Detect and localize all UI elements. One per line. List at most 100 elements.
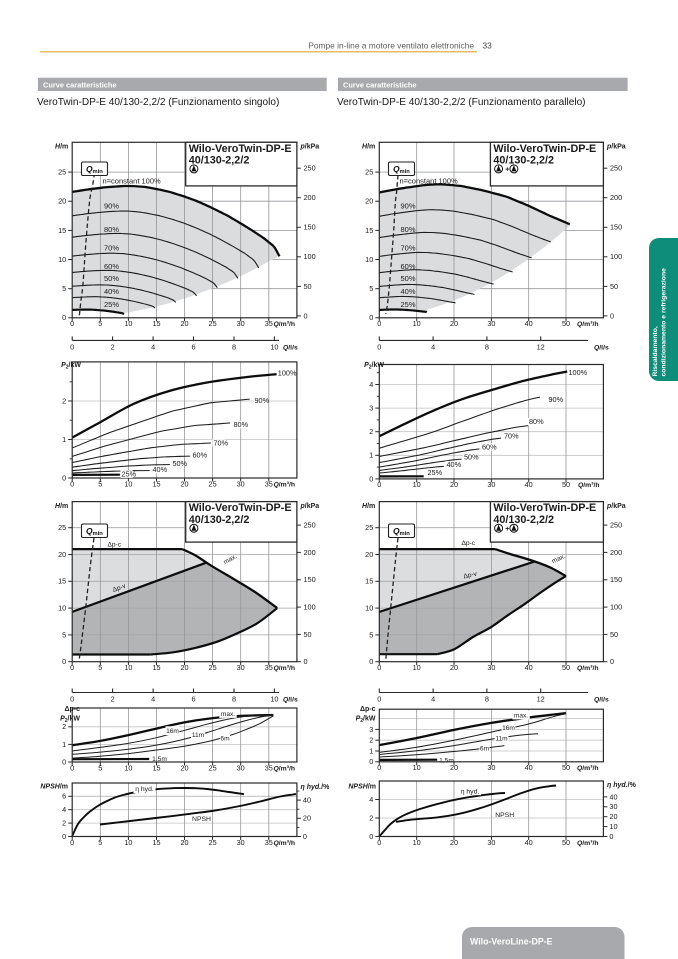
svg-text:50: 50: [562, 663, 570, 672]
svg-text:10: 10: [413, 838, 421, 847]
svg-text:8: 8: [232, 342, 236, 351]
svg-text:Δp-v: Δp-v: [463, 570, 478, 580]
svg-text:Q/m³/h: Q/m³/h: [274, 481, 296, 488]
svg-text:Q/m³/h: Q/m³/h: [274, 321, 296, 328]
svg-text:40: 40: [525, 838, 533, 847]
svg-text:12: 12: [537, 694, 545, 703]
svg-text:80%: 80%: [529, 417, 544, 426]
svg-text:Wilo-VeroTwin-DP-E: Wilo-VeroTwin-DP-E: [493, 143, 596, 155]
svg-text:30: 30: [237, 763, 245, 772]
svg-text:100: 100: [304, 603, 316, 612]
svg-text:30: 30: [237, 319, 245, 328]
svg-text:50: 50: [562, 838, 570, 847]
svg-text:15: 15: [152, 763, 160, 772]
svg-text:30: 30: [487, 319, 495, 328]
svg-text:4: 4: [431, 694, 435, 703]
svg-text:100: 100: [610, 603, 622, 612]
svg-text:5: 5: [98, 479, 102, 488]
svg-text:80%: 80%: [401, 225, 416, 234]
svg-text:15: 15: [152, 479, 160, 488]
svg-text:0: 0: [377, 763, 381, 772]
svg-text:80%: 80%: [104, 225, 119, 234]
svg-text:5: 5: [98, 319, 102, 328]
svg-text:10: 10: [124, 319, 132, 328]
svg-text:20: 20: [450, 763, 458, 772]
svg-text:8: 8: [485, 342, 489, 351]
svg-text:3: 3: [369, 725, 373, 734]
svg-text:0: 0: [303, 832, 307, 841]
svg-text:min: min: [400, 531, 411, 537]
svg-text:50: 50: [562, 319, 570, 328]
svg-text:Curve caratteristiche: Curve caratteristiche: [343, 80, 417, 89]
svg-text:η hyd./%: η hyd./%: [607, 782, 637, 789]
svg-text:60%: 60%: [193, 450, 208, 459]
svg-text:100%: 100%: [569, 368, 588, 377]
svg-text:0: 0: [70, 838, 74, 847]
svg-text:H/m: H/m: [362, 503, 375, 510]
svg-text:10: 10: [58, 255, 66, 264]
svg-text:Riscaldamento,: Riscaldamento,: [652, 326, 659, 376]
svg-text:70%: 70%: [401, 243, 416, 252]
svg-text:1: 1: [62, 740, 66, 749]
svg-text:25: 25: [209, 838, 217, 847]
svg-text:60%: 60%: [401, 262, 416, 271]
svg-text:16m: 16m: [166, 728, 179, 735]
svg-text:0: 0: [304, 657, 308, 666]
svg-text:40%: 40%: [401, 287, 416, 296]
svg-text:35: 35: [265, 479, 273, 488]
svg-text:25: 25: [58, 168, 66, 177]
svg-text:20: 20: [180, 319, 188, 328]
svg-text:1: 1: [369, 746, 373, 755]
svg-text:30: 30: [237, 838, 245, 847]
svg-text:0: 0: [70, 663, 74, 672]
svg-text:30: 30: [487, 763, 495, 772]
svg-text:150: 150: [610, 575, 622, 584]
svg-text:6m: 6m: [480, 745, 490, 752]
svg-text:0: 0: [304, 311, 308, 320]
svg-text:25: 25: [209, 763, 217, 772]
svg-text:0: 0: [62, 313, 66, 322]
svg-text:max.: max.: [221, 711, 235, 718]
svg-text:20: 20: [450, 663, 458, 672]
svg-text:0: 0: [610, 311, 614, 320]
svg-text:NPSH: NPSH: [192, 816, 211, 823]
svg-text:25: 25: [209, 319, 217, 328]
svg-text:Δp-v: Δp-v: [112, 582, 128, 593]
svg-text:12: 12: [537, 342, 545, 351]
svg-text:50: 50: [562, 763, 570, 772]
svg-text:p/kPa: p/kPa: [606, 503, 626, 510]
svg-text:10: 10: [413, 663, 421, 672]
svg-text:NPSH/m: NPSH/m: [40, 784, 68, 791]
svg-text:50: 50: [304, 282, 312, 291]
svg-text:2: 2: [62, 819, 66, 828]
svg-text:Q/m³/h: Q/m³/h: [577, 765, 599, 772]
svg-text:250: 250: [304, 164, 316, 173]
svg-text:250: 250: [304, 521, 316, 530]
svg-text:condizionamento e refrigerazio: condizionamento e refrigerazione: [661, 268, 668, 377]
svg-text:15: 15: [365, 577, 373, 586]
svg-text:50%: 50%: [401, 274, 416, 283]
svg-text:25%: 25%: [122, 470, 137, 479]
svg-text:15: 15: [365, 226, 373, 235]
svg-text:VeroTwin-DP-E 40/130-2,2/2 (Fu: VeroTwin-DP-E 40/130-2,2/2 (Funzionament…: [37, 97, 279, 108]
svg-text:15: 15: [152, 319, 160, 328]
svg-text:50%: 50%: [464, 452, 479, 461]
svg-text:4: 4: [431, 342, 435, 351]
svg-text:80%: 80%: [234, 420, 249, 429]
svg-text:40/130-2,2/2: 40/130-2,2/2: [189, 514, 250, 526]
svg-text:5: 5: [98, 838, 102, 847]
svg-text:25: 25: [365, 168, 373, 177]
svg-text:25: 25: [58, 523, 66, 532]
svg-text:Q/l/s: Q/l/s: [283, 696, 298, 703]
svg-text:5: 5: [62, 630, 66, 639]
svg-text:30: 30: [487, 663, 495, 672]
svg-text:6: 6: [191, 694, 195, 703]
svg-text:Q: Q: [86, 164, 93, 174]
svg-text:25%: 25%: [428, 468, 443, 477]
svg-text:20: 20: [180, 479, 188, 488]
svg-text:0: 0: [70, 694, 74, 703]
svg-text:90%: 90%: [104, 201, 119, 210]
svg-text:20: 20: [303, 814, 311, 823]
svg-text:60%: 60%: [104, 262, 119, 271]
svg-text:150: 150: [304, 223, 316, 232]
